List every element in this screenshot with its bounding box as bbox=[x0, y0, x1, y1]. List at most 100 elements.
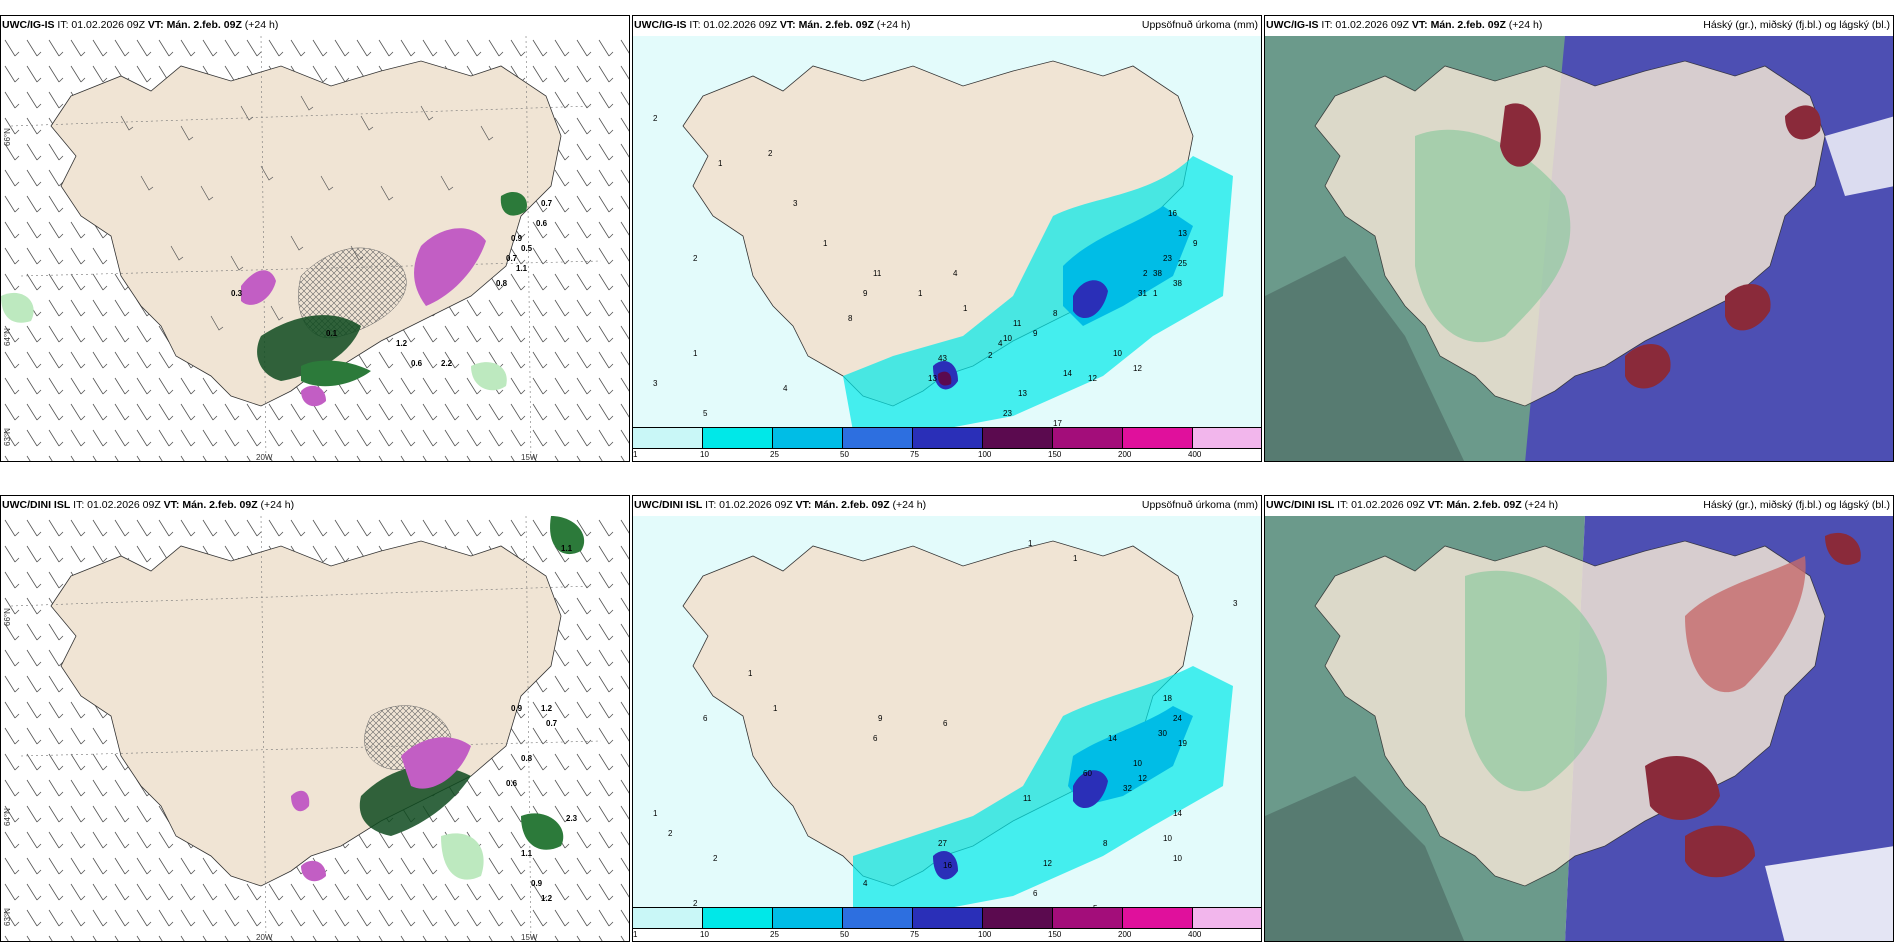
svg-text:0.7: 0.7 bbox=[546, 719, 558, 728]
svg-text:24: 24 bbox=[1173, 714, 1182, 723]
svg-text:13: 13 bbox=[1018, 389, 1027, 398]
svg-text:1: 1 bbox=[1028, 539, 1033, 548]
colorbar-swatch bbox=[773, 908, 843, 928]
map-wind[interactable]: 0.7 0.6 0.1 0.3 2.2 1.2 0.6 0.8 0.5 0.7 … bbox=[1, 36, 630, 462]
svg-text:13: 13 bbox=[1178, 229, 1187, 238]
svg-text:5: 5 bbox=[703, 409, 708, 418]
svg-text:6: 6 bbox=[873, 734, 878, 743]
svg-text:2: 2 bbox=[713, 854, 718, 863]
svg-text:0.5: 0.5 bbox=[521, 244, 533, 253]
svg-text:0.7: 0.7 bbox=[506, 254, 518, 263]
svg-text:11: 11 bbox=[1023, 794, 1032, 803]
panel-clouds-top: UWC/IG-IS IT: 01.02.2026 09Z VT: Mán. 2.… bbox=[1264, 15, 1894, 462]
svg-text:0.1: 0.1 bbox=[326, 329, 338, 338]
lat-label-66: 66°N bbox=[3, 608, 12, 626]
svg-text:1.2: 1.2 bbox=[541, 894, 553, 903]
lat-label-63: 63°N bbox=[3, 908, 12, 926]
svg-text:14: 14 bbox=[1173, 809, 1182, 818]
svg-text:0.8: 0.8 bbox=[521, 754, 533, 763]
svg-text:12: 12 bbox=[1133, 364, 1142, 373]
svg-text:1.2: 1.2 bbox=[541, 704, 553, 713]
panel-wind-bottom: UWC/DINI ISL IT: 01.02.2026 09Z VT: Mán.… bbox=[0, 495, 630, 942]
colorbar-swatch bbox=[843, 908, 913, 928]
svg-text:19: 19 bbox=[1178, 739, 1187, 748]
colorbar-swatch bbox=[1123, 428, 1193, 448]
panel-clouds-bottom: UWC/DINI ISL IT: 01.02.2026 09Z VT: Mán.… bbox=[1264, 495, 1894, 942]
svg-text:2: 2 bbox=[693, 254, 698, 263]
svg-text:9: 9 bbox=[878, 714, 883, 723]
svg-text:3: 3 bbox=[1233, 599, 1238, 608]
svg-text:12: 12 bbox=[1088, 374, 1097, 383]
iceland-outline bbox=[50, 60, 562, 407]
svg-text:10: 10 bbox=[1113, 349, 1122, 358]
svg-text:0.7: 0.7 bbox=[541, 199, 553, 208]
svg-text:11: 11 bbox=[1013, 319, 1022, 328]
svg-text:1: 1 bbox=[823, 239, 828, 248]
svg-text:1.1: 1.1 bbox=[521, 849, 533, 858]
svg-text:1: 1 bbox=[718, 159, 723, 168]
panel-title: UWC/IG-IS IT: 01.02.2026 09Z VT: Mán. 2.… bbox=[634, 19, 911, 31]
svg-text:12: 12 bbox=[1043, 859, 1052, 868]
svg-text:10: 10 bbox=[1133, 759, 1142, 768]
panel-wind-top: UWC/IG-IS IT: 01.02.2026 09Z VT: Mán. 2.… bbox=[0, 15, 630, 462]
svg-text:23: 23 bbox=[1003, 409, 1012, 418]
lat-label-64: 64°N bbox=[3, 328, 12, 346]
panel-title: UWC/DINI ISL IT: 01.02.2026 09Z VT: Mán.… bbox=[634, 499, 927, 511]
svg-text:11: 11 bbox=[873, 269, 882, 278]
svg-text:1: 1 bbox=[963, 304, 968, 313]
svg-text:1: 1 bbox=[748, 669, 753, 678]
svg-text:43: 43 bbox=[938, 354, 947, 363]
panel-title: UWC/IG-IS IT: 01.02.2026 09Z VT: Mán. 2.… bbox=[2, 19, 279, 31]
panel-title: UWC/DINI ISL IT: 01.02.2026 09Z VT: Mán.… bbox=[2, 499, 295, 511]
map-wind[interactable]: 1.1 0.9 1.2 0.7 0.8 0.6 2.3 1.1 0.9 1.2 bbox=[1, 516, 630, 942]
svg-text:1: 1 bbox=[773, 704, 778, 713]
svg-text:1: 1 bbox=[693, 349, 698, 358]
svg-text:23: 23 bbox=[1163, 254, 1172, 263]
svg-text:30: 30 bbox=[1158, 729, 1167, 738]
colorbar-swatch bbox=[983, 428, 1053, 448]
svg-text:2: 2 bbox=[693, 899, 698, 908]
svg-text:2.3: 2.3 bbox=[566, 814, 578, 823]
colorbar-swatch bbox=[1193, 908, 1261, 928]
svg-text:4: 4 bbox=[998, 339, 1003, 348]
map-clouds[interactable] bbox=[1265, 36, 1894, 462]
svg-text:38: 38 bbox=[1173, 279, 1182, 288]
svg-text:0.6: 0.6 bbox=[506, 779, 518, 788]
lon-label-20w: 20W bbox=[256, 453, 273, 462]
svg-text:2: 2 bbox=[668, 829, 673, 838]
svg-text:25: 25 bbox=[1178, 259, 1187, 268]
svg-text:2: 2 bbox=[988, 351, 993, 360]
svg-text:1.2: 1.2 bbox=[396, 339, 408, 348]
svg-text:1: 1 bbox=[1073, 554, 1078, 563]
map-precip[interactable]: 1 1 1 1 6 9 6 6 1 2 2 14 18 24 30 19 10 … bbox=[633, 516, 1262, 911]
svg-text:3: 3 bbox=[653, 379, 658, 388]
colorbar-swatch bbox=[633, 428, 703, 448]
colorbar-swatch bbox=[913, 908, 983, 928]
panel-precip-bottom: UWC/DINI ISL IT: 01.02.2026 09Z VT: Mán.… bbox=[632, 495, 1262, 942]
svg-text:9: 9 bbox=[1193, 239, 1198, 248]
svg-text:8: 8 bbox=[1053, 309, 1058, 318]
panel-field-title: Uppsöfnuð úrkoma (mm) bbox=[1141, 19, 1258, 31]
svg-text:9: 9 bbox=[1033, 329, 1038, 338]
svg-text:12: 12 bbox=[1138, 774, 1147, 783]
svg-text:2: 2 bbox=[653, 114, 658, 123]
colorbar-swatch bbox=[1053, 428, 1123, 448]
svg-text:6: 6 bbox=[943, 719, 948, 728]
map-clouds[interactable] bbox=[1265, 516, 1894, 942]
colorbar-labels: 1 10 25 50 75 100 150 200 400 bbox=[633, 930, 1202, 939]
colorbar-swatch bbox=[1053, 908, 1123, 928]
svg-text:1: 1 bbox=[918, 289, 923, 298]
svg-text:31: 31 bbox=[1138, 289, 1147, 298]
svg-text:1.1: 1.1 bbox=[516, 264, 528, 273]
svg-text:4: 4 bbox=[863, 879, 868, 888]
svg-text:1: 1 bbox=[653, 809, 658, 818]
svg-text:2: 2 bbox=[768, 149, 773, 158]
lon-label-15w: 15W bbox=[521, 933, 538, 942]
svg-text:10: 10 bbox=[1003, 334, 1012, 343]
svg-text:16: 16 bbox=[1168, 209, 1177, 218]
svg-text:17: 17 bbox=[1053, 419, 1062, 428]
map-precip[interactable]: 2 1 2 3 1 2 11 9 4 8 1 1 2 4 2 1 10 11 9… bbox=[633, 36, 1262, 431]
lon-label-15w: 15W bbox=[521, 453, 538, 462]
svg-text:0.8: 0.8 bbox=[496, 279, 508, 288]
svg-text:14: 14 bbox=[1063, 369, 1072, 378]
